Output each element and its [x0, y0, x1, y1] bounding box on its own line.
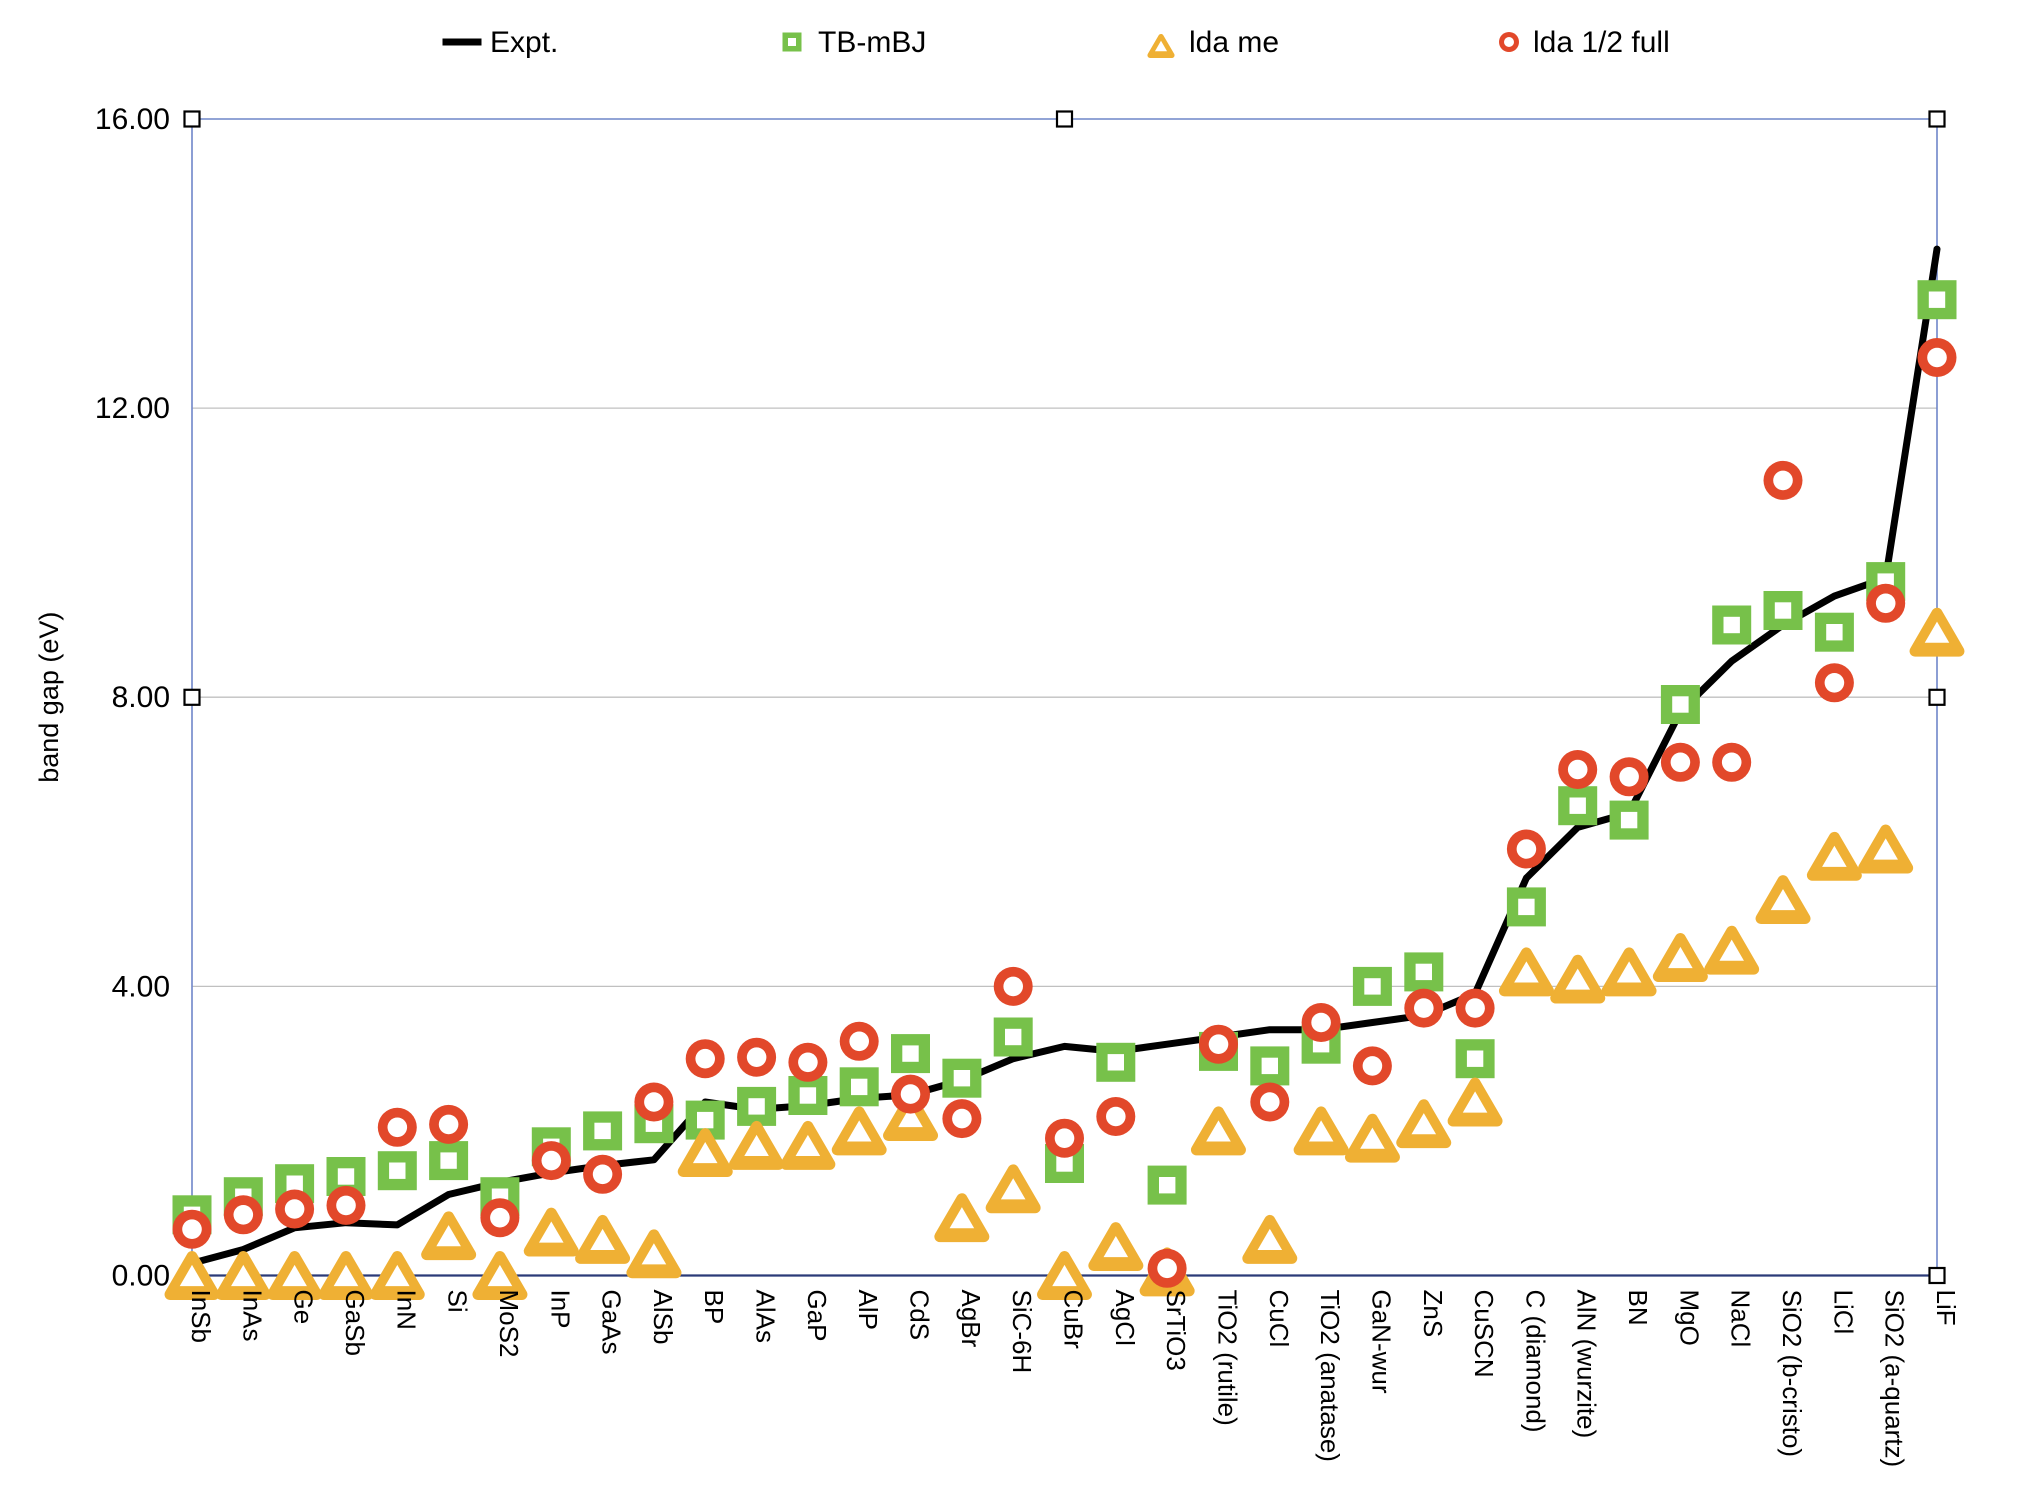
svg-text:InSb: InSb [186, 1290, 216, 1344]
svg-text:TiO2 (rutile): TiO2 (rutile) [1213, 1290, 1243, 1426]
svg-text:ZnS: ZnS [1418, 1290, 1448, 1338]
svg-text:0.00: 0.00 [112, 1260, 170, 1293]
svg-text:GaAs: GaAs [597, 1290, 627, 1355]
svg-text:InAs: InAs [237, 1290, 267, 1342]
svg-text:CdS: CdS [905, 1290, 935, 1341]
svg-text:CuSCN: CuSCN [1469, 1290, 1499, 1378]
svg-text:SiO2 (a-quartz): SiO2 (a-quartz) [1880, 1290, 1910, 1468]
svg-text:C (diamond): C (diamond) [1520, 1290, 1550, 1433]
svg-text:SrTiO3: SrTiO3 [1161, 1290, 1191, 1371]
svg-text:InN: InN [391, 1290, 421, 1330]
svg-text:BP: BP [699, 1290, 729, 1325]
svg-text:BN: BN [1623, 1290, 1653, 1326]
svg-text:Si: Si [443, 1290, 473, 1313]
svg-text:16.00: 16.00 [95, 103, 170, 136]
svg-text:GaP: GaP [802, 1290, 832, 1342]
svg-text:MgO: MgO [1674, 1290, 1704, 1346]
svg-text:MoS2: MoS2 [494, 1290, 524, 1358]
svg-text:12.00: 12.00 [95, 392, 170, 425]
svg-text:AlAs: AlAs [751, 1290, 781, 1343]
svg-text:InP: InP [545, 1290, 575, 1329]
svg-text:GaN-wur: GaN-wur [1366, 1290, 1396, 1394]
svg-text:CuCl: CuCl [1264, 1290, 1294, 1348]
svg-text:SiC-6H: SiC-6H [1007, 1290, 1037, 1374]
svg-text:CuBr: CuBr [1059, 1290, 1089, 1350]
svg-text:AlP: AlP [853, 1290, 883, 1330]
svg-text:Ge: Ge [289, 1290, 319, 1325]
svg-text:TiO2 (anatase): TiO2 (anatase) [1315, 1290, 1345, 1462]
svg-text:Expt.: Expt. [490, 26, 558, 59]
svg-text:AgBr: AgBr [956, 1290, 986, 1348]
svg-text:AlN (wurzite): AlN (wurzite) [1572, 1290, 1602, 1439]
svg-text:lda me: lda me [1189, 26, 1279, 59]
svg-text:NaCl: NaCl [1726, 1290, 1756, 1348]
svg-text:AlSb: AlSb [648, 1290, 678, 1345]
svg-text:LiF: LiF [1931, 1290, 1961, 1326]
svg-text:lda 1/2 full: lda 1/2 full [1533, 26, 1670, 59]
svg-text:band gap (eV): band gap (eV) [34, 612, 64, 783]
svg-text:LiCl: LiCl [1828, 1290, 1858, 1335]
svg-text:GaSb: GaSb [340, 1290, 370, 1357]
svg-text:4.00: 4.00 [112, 970, 170, 1003]
svg-text:SiO2 (b-cristo): SiO2 (b-cristo) [1777, 1290, 1807, 1458]
svg-text:8.00: 8.00 [112, 681, 170, 714]
svg-text:AgCl: AgCl [1110, 1290, 1140, 1346]
svg-text:TB-mBJ: TB-mBJ [818, 26, 926, 59]
